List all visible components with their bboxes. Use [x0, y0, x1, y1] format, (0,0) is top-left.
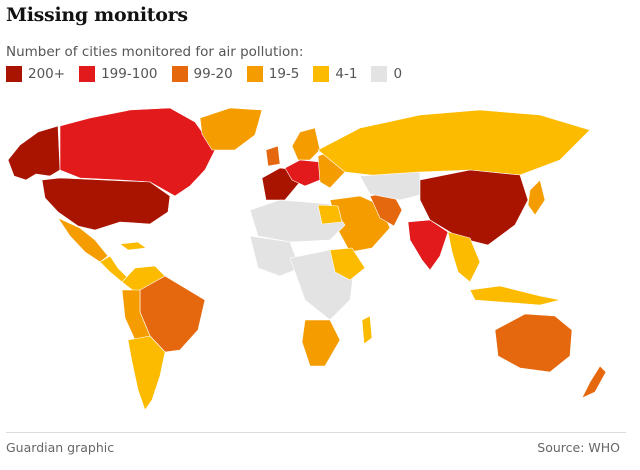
map-region-southern-africa — [301, 319, 341, 367]
map-region-east-africa — [329, 247, 366, 281]
legend-item-4-1: 4-1 — [313, 66, 357, 82]
map-region-uk — [265, 145, 281, 167]
footer-divider — [6, 432, 626, 433]
legend-label: 99-20 — [193, 66, 233, 82]
map-region-china — [419, 169, 529, 246]
legend-item-199-100: 199-100 — [79, 66, 158, 82]
legend-item-0: 0 — [371, 66, 402, 82]
map-region-alaska — [7, 125, 61, 181]
legend-label: 4-1 — [335, 66, 358, 82]
legend-swatch — [79, 66, 96, 82]
map-region-mexico — [57, 217, 109, 263]
chart-title: Missing monitors — [6, 4, 188, 26]
map-region-egypt — [317, 204, 343, 225]
world-map — [7, 107, 607, 411]
legend-item-200-plus: 200+ — [6, 66, 65, 82]
map-region-greenland — [199, 107, 263, 151]
map-region-central-america — [99, 255, 129, 283]
map-region-australia — [494, 313, 573, 373]
map-region-russia — [317, 109, 591, 177]
map-region-central-asia — [359, 171, 421, 201]
map-region-canada — [59, 107, 216, 197]
legend-subtitle: Number of cities monitored for air pollu… — [6, 44, 304, 60]
legend-item-19-5: 19-5 — [246, 66, 300, 82]
legend-label: 200+ — [28, 66, 66, 82]
credit: Guardian graphic — [6, 440, 115, 455]
map-region-southeast-asia — [447, 231, 481, 283]
map-region-japan — [527, 179, 546, 216]
map-region-scandinavia — [291, 127, 321, 161]
map-region-chile-argentina — [127, 335, 166, 411]
source: Source: WHO — [537, 440, 620, 455]
map-region-new-zealand — [581, 365, 607, 399]
map-region-middle-east — [329, 195, 391, 253]
map-region-usa — [41, 177, 171, 231]
legend-swatch — [246, 66, 263, 82]
map-region-india — [407, 219, 449, 271]
map-region-madagascar — [361, 315, 373, 345]
map-region-indonesia — [469, 285, 561, 306]
legend: 200+ 199-100 99-20 19-5 4-1 0 — [6, 65, 416, 83]
legend-swatch — [171, 66, 188, 82]
map-region-caribbean — [119, 241, 147, 251]
legend-label: 0 — [393, 66, 403, 82]
legend-label: 19-5 — [268, 66, 300, 82]
legend-swatch — [371, 66, 388, 82]
legend-swatch — [6, 66, 22, 82]
legend-item-99-20: 99-20 — [171, 66, 233, 82]
map-region-west-africa — [249, 235, 301, 277]
legend-label: 199-100 — [101, 66, 158, 82]
legend-swatch — [313, 66, 330, 82]
